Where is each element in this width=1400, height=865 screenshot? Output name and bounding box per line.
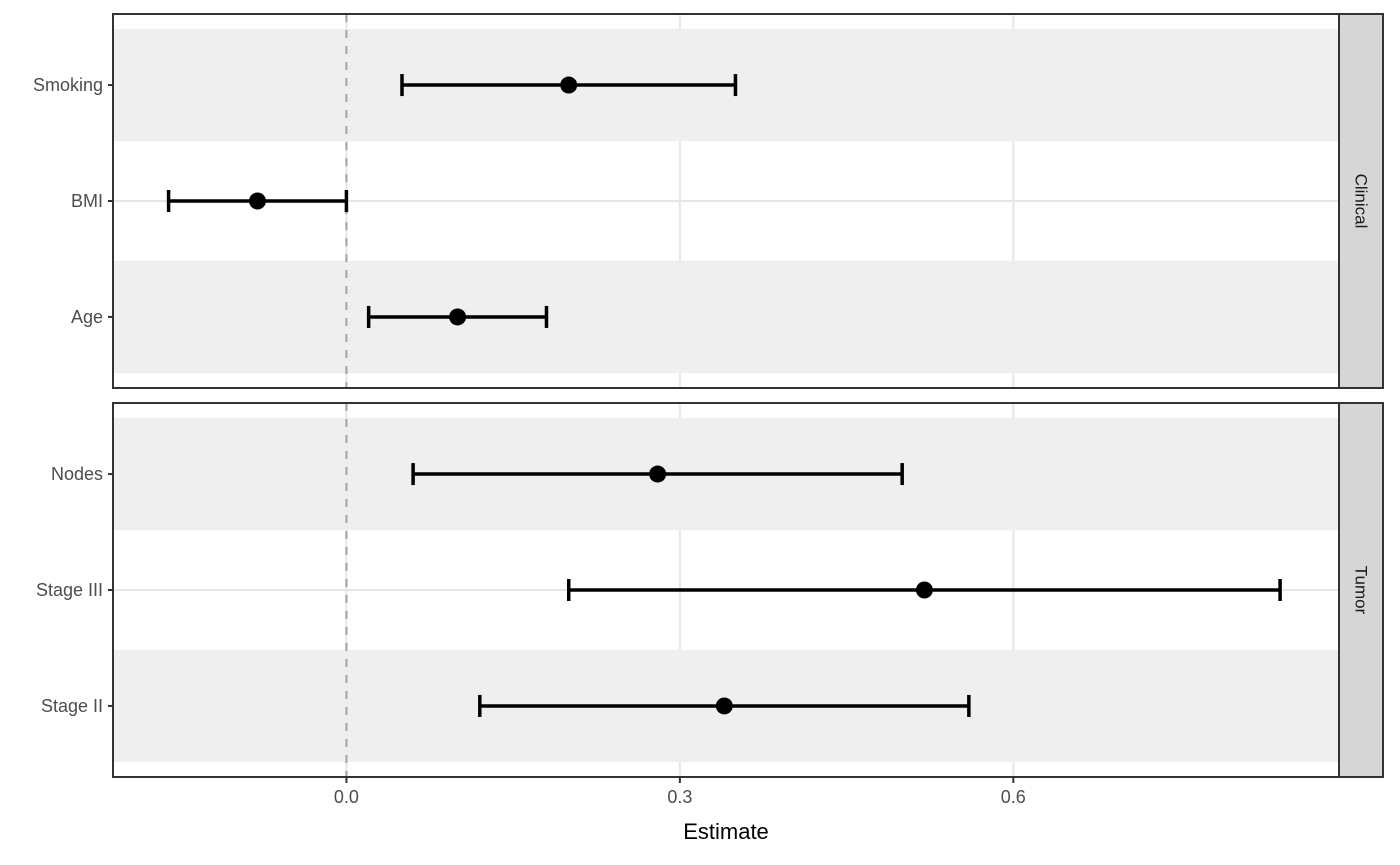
forest-row-stage-ii [478,694,971,717]
y-axis-label: BMI [71,191,103,211]
y-axis-label: Stage III [36,580,103,600]
x-axis: 0.0 0.3 0.6 [334,777,1026,807]
forest-row-smoking [400,74,738,97]
forest-row-stage-iii [566,579,1282,601]
facet-strip-label: Tumor [1352,566,1371,615]
forest-row-nodes [411,463,904,486]
point-estimate [248,192,266,210]
x-tick-label: 0.3 [667,787,692,807]
y-axis-label: Nodes [51,464,103,484]
x-tick-label: 0.0 [334,787,359,807]
zebra-band [113,260,1339,374]
facet-panel-clinical: Smoking BMI Age Clinical [33,13,1384,389]
panels-layer: Smoking BMI Age Clinical Nodes Stage III Stage… [33,13,1384,778]
x-tick-label: 0.6 [1001,787,1026,807]
y-axis-label: Smoking [33,75,103,95]
y-axis-label: Stage II [41,696,103,716]
forest-row-age [366,305,549,328]
y-axis-label: Age [71,307,103,327]
x-axis-title: Estimate [683,819,769,844]
point-estimate [715,697,733,715]
point-estimate [449,308,467,326]
point-estimate [915,581,933,599]
point-estimate [560,76,578,94]
facet-strip-label: Clinical [1352,174,1371,229]
facet-strip [1338,13,1384,389]
facet-panel-tumor: Nodes Stage III Stage II Tumor [36,402,1384,778]
facet-strip [1338,402,1384,778]
forest-row-bmi [166,190,349,212]
point-estimate [649,465,667,483]
